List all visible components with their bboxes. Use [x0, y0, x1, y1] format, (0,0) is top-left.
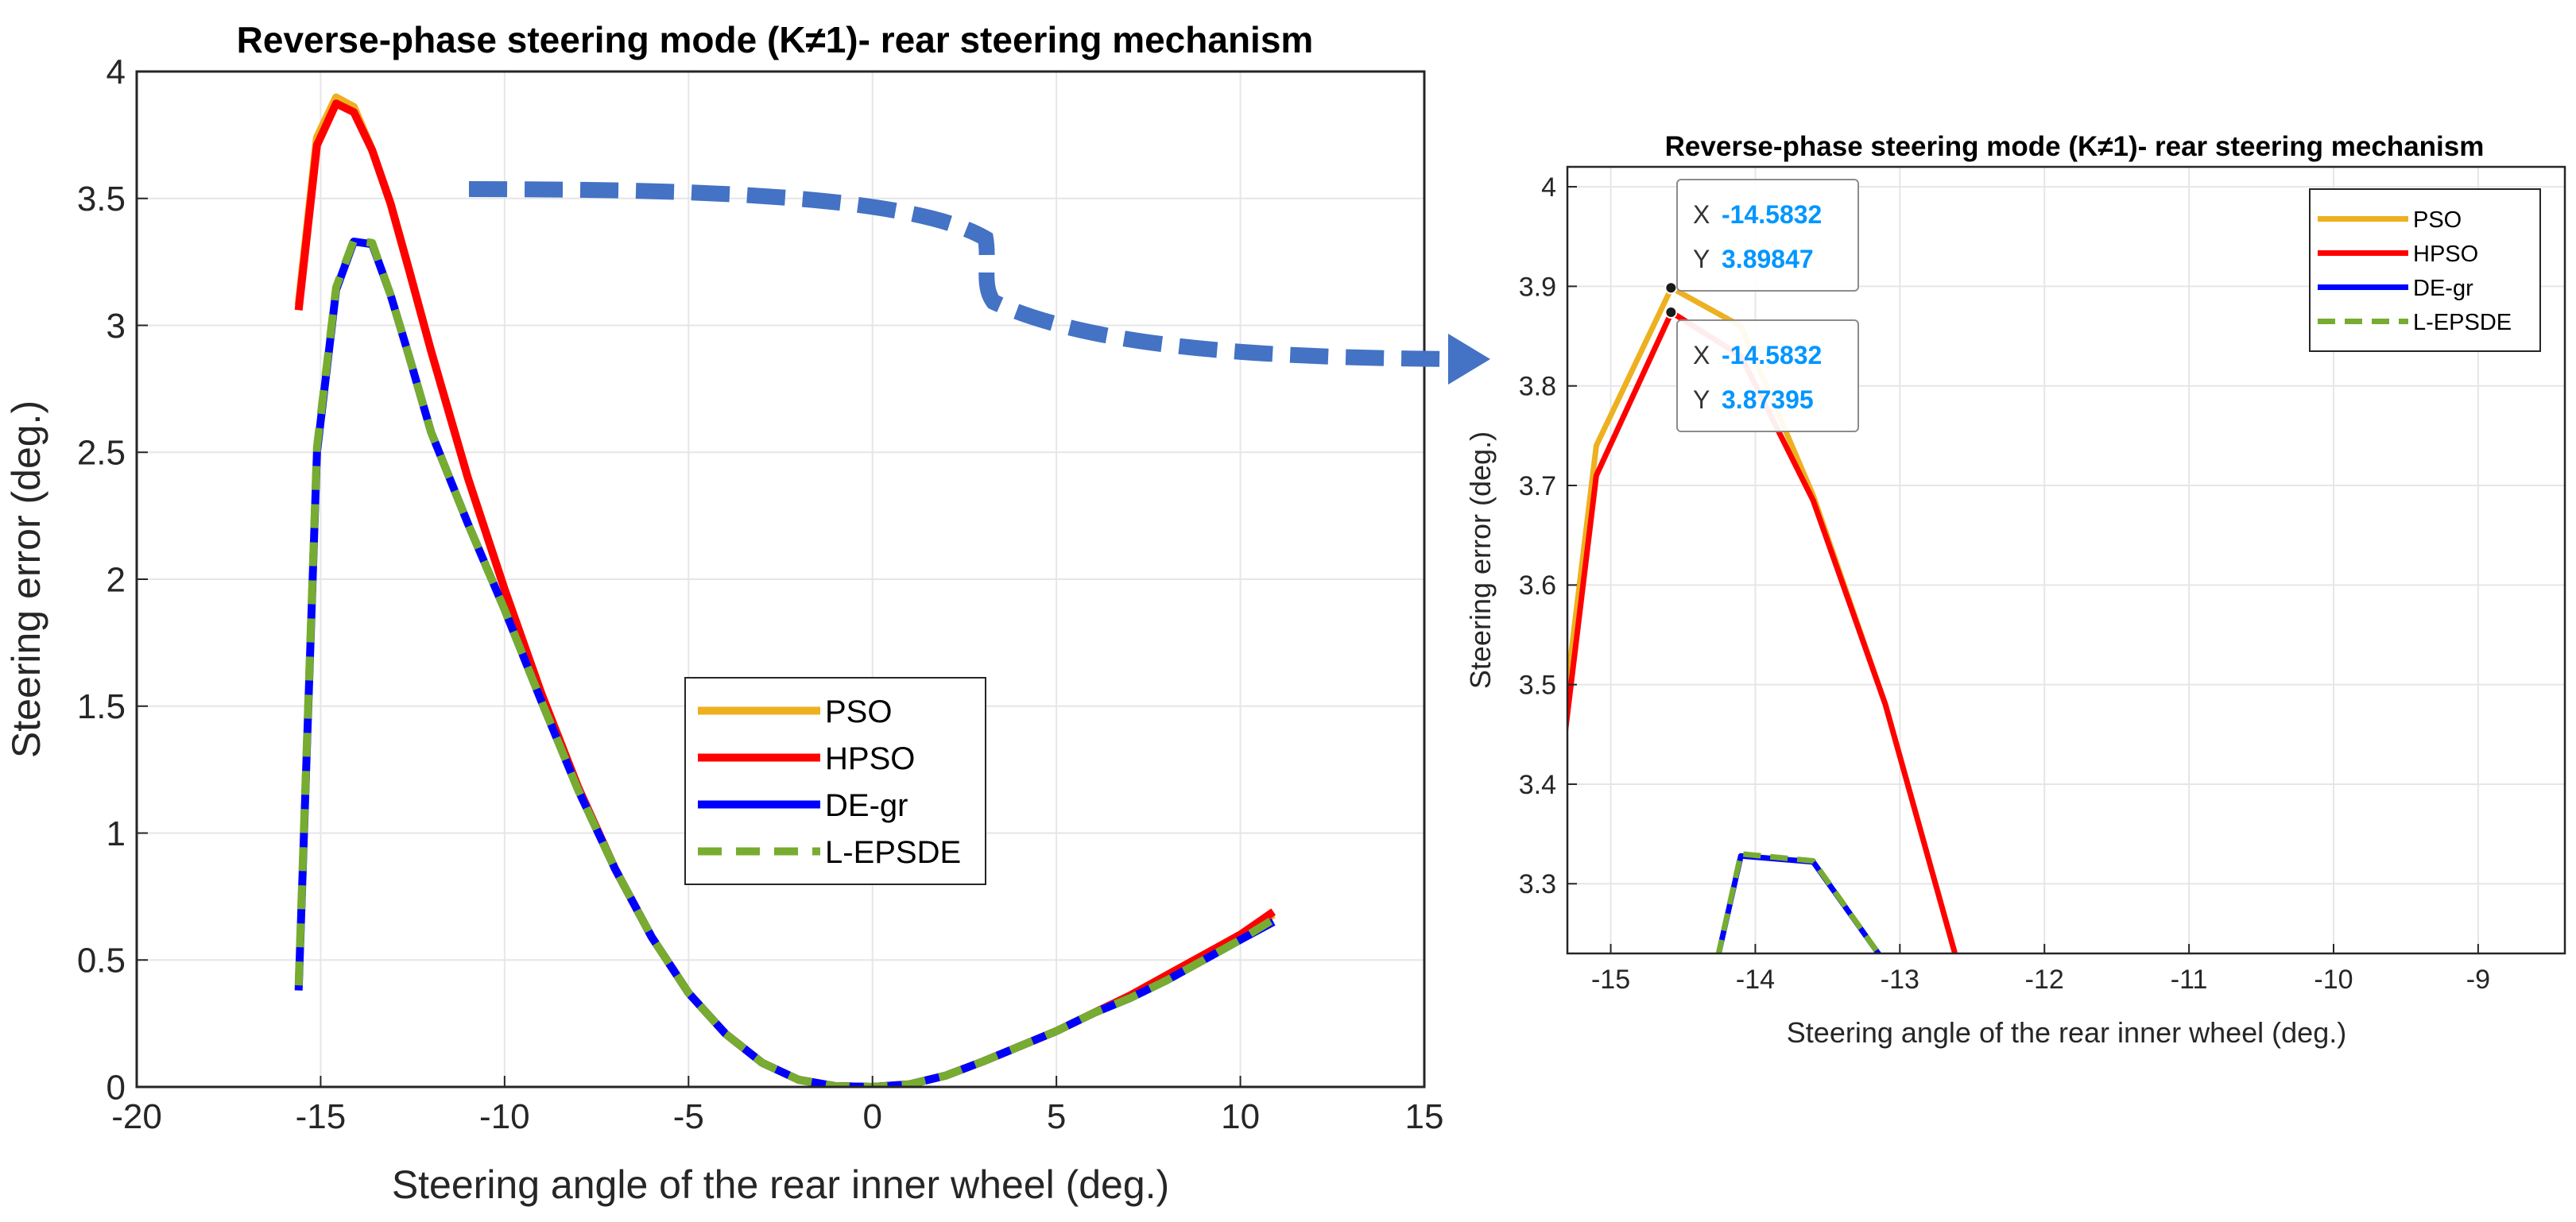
- x-tick-label: 10: [1221, 1097, 1260, 1136]
- legend-label-hpso: HPSO: [825, 741, 915, 776]
- main-chart-legend[interactable]: PSO HPSO DE-gr L-EPSDE: [684, 677, 986, 885]
- zoom-chart-title: Reverse-phase steering mode (K≠1)- rear …: [1665, 131, 2485, 162]
- zoom-chart: Reverse-phase steering mode (K≠1)- rear …: [1464, 131, 2566, 1049]
- x-tick-label: -9: [2466, 965, 2490, 995]
- x-tick-label: -12: [2025, 965, 2064, 995]
- y-tick-label: 3.7: [1519, 471, 1556, 501]
- y-tick-label: 2.5: [77, 434, 126, 473]
- y-tick-label: 3.8: [1519, 372, 1556, 402]
- y-tick-label: 3: [107, 307, 126, 346]
- legend-label-l-epsde: L-EPSDE: [2413, 310, 2512, 335]
- x-tick-label: -20: [111, 1097, 162, 1136]
- y-tick-label: 4: [1541, 172, 1556, 203]
- zoom-chart-frame: [1566, 165, 2566, 955]
- datatip-box[interactable]: [1676, 319, 1859, 432]
- zoom-chart-legend[interactable]: PSO HPSO DE-gr L-EPSDE: [2309, 188, 2541, 352]
- legend-label-l-epsde: L-EPSDE: [825, 835, 961, 870]
- legend-label-pso: PSO: [2413, 207, 2462, 233]
- y-tick-label: 3.6: [1519, 570, 1556, 601]
- y-tick-label: 3.5: [77, 180, 126, 218]
- x-tick-label: -15: [1591, 965, 1630, 995]
- legend-label-de-gr: DE-gr: [2413, 276, 2473, 301]
- y-tick-label: 3.9: [1519, 272, 1556, 302]
- datatip-x-label: X: [1693, 341, 1710, 369]
- series-line-pso[interactable]: [294, 93, 1276, 1087]
- y-tick-label: 3.5: [1519, 671, 1556, 701]
- datatip-x-value: -14.5832: [1722, 200, 1822, 229]
- zoom-arrow-head: [1448, 334, 1490, 385]
- x-tick-label: -5: [673, 1097, 704, 1136]
- x-tick-label: -13: [1881, 965, 1919, 995]
- datatip-box[interactable]: [1676, 179, 1859, 292]
- legend-label-hpso: HPSO: [2413, 242, 2478, 267]
- y-tick-label: 1.5: [77, 687, 126, 726]
- main-chart-title: Reverse-phase steering mode (K≠1)- rear …: [237, 19, 1314, 60]
- zoom-chart-xlabel: Steering angle of the rear inner wheel (…: [1787, 1016, 2346, 1049]
- datatip-marker[interactable]: [1664, 281, 1678, 295]
- zoom-chart-ticks: -15 -14 -13 -12 -11 -10 -9 3.3 3.4 3.5 3.6 3.7 3.8 3.…: [1519, 172, 2490, 995]
- datatip-y-label: Y: [1693, 385, 1710, 414]
- main-chart-grid: [136, 71, 1425, 1088]
- datatip-x-label: X: [1693, 200, 1710, 229]
- x-tick-label: -10: [479, 1097, 530, 1136]
- series-line-l-epsde[interactable]: [1712, 851, 1885, 984]
- zoom-arrow: [468, 181, 1490, 385]
- datatip-y-label: Y: [1693, 245, 1710, 273]
- y-tick-label: 4: [107, 52, 126, 91]
- series-line-hpso[interactable]: [294, 99, 1276, 1087]
- zoom-chart-grid: [1567, 167, 2565, 953]
- legend-label-pso: PSO: [825, 694, 892, 729]
- series-line-l-epsde[interactable]: [294, 236, 1276, 1088]
- y-tick-label: 2: [107, 560, 126, 599]
- x-tick-label: -15: [296, 1097, 347, 1136]
- x-tick-label: 5: [1047, 1097, 1066, 1136]
- datatip-x-value: -14.5832: [1722, 341, 1822, 369]
- x-tick-label: -10: [2314, 965, 2353, 995]
- datatip-y-value: 3.87395: [1722, 385, 1814, 414]
- main-chart-series: [294, 93, 1276, 1088]
- main-chart-ticks: -20 -15 -10 -5 0 5 10 15 0 0.5 1 1.5 2 2.5 3 3.5 4: [77, 52, 1444, 1136]
- zoom-chart-datatips[interactable]: X -14.5832 Y 3.89847 X -14.5832 Y 3.87395: [1664, 179, 1859, 432]
- main-chart-ylabel: Steering error (deg.): [4, 400, 48, 758]
- datatip-marker[interactable]: [1664, 306, 1678, 319]
- legend-label-de-gr: DE-gr: [825, 788, 908, 823]
- y-tick-label: 1: [107, 814, 126, 853]
- x-tick-label: -14: [1736, 965, 1775, 995]
- x-tick-label: 0: [862, 1097, 881, 1136]
- zoom-chart-ylabel: Steering error (deg.): [1464, 431, 1497, 689]
- main-chart-xlabel: Steering angle of the rear inner wheel (…: [392, 1162, 1169, 1207]
- y-tick-label: 3.4: [1519, 770, 1556, 800]
- x-tick-label: -11: [2171, 965, 2208, 995]
- main-chart: Reverse-phase steering mode (K≠1)- rear …: [4, 19, 1443, 1207]
- y-tick-label: 3.3: [1519, 869, 1556, 899]
- datatip-y-value: 3.89847: [1722, 245, 1814, 273]
- y-tick-label: 0: [107, 1068, 126, 1107]
- y-tick-label: 0.5: [77, 942, 126, 980]
- x-tick-label: 15: [1405, 1097, 1444, 1136]
- zoom-arrow-shaft: [468, 181, 1457, 367]
